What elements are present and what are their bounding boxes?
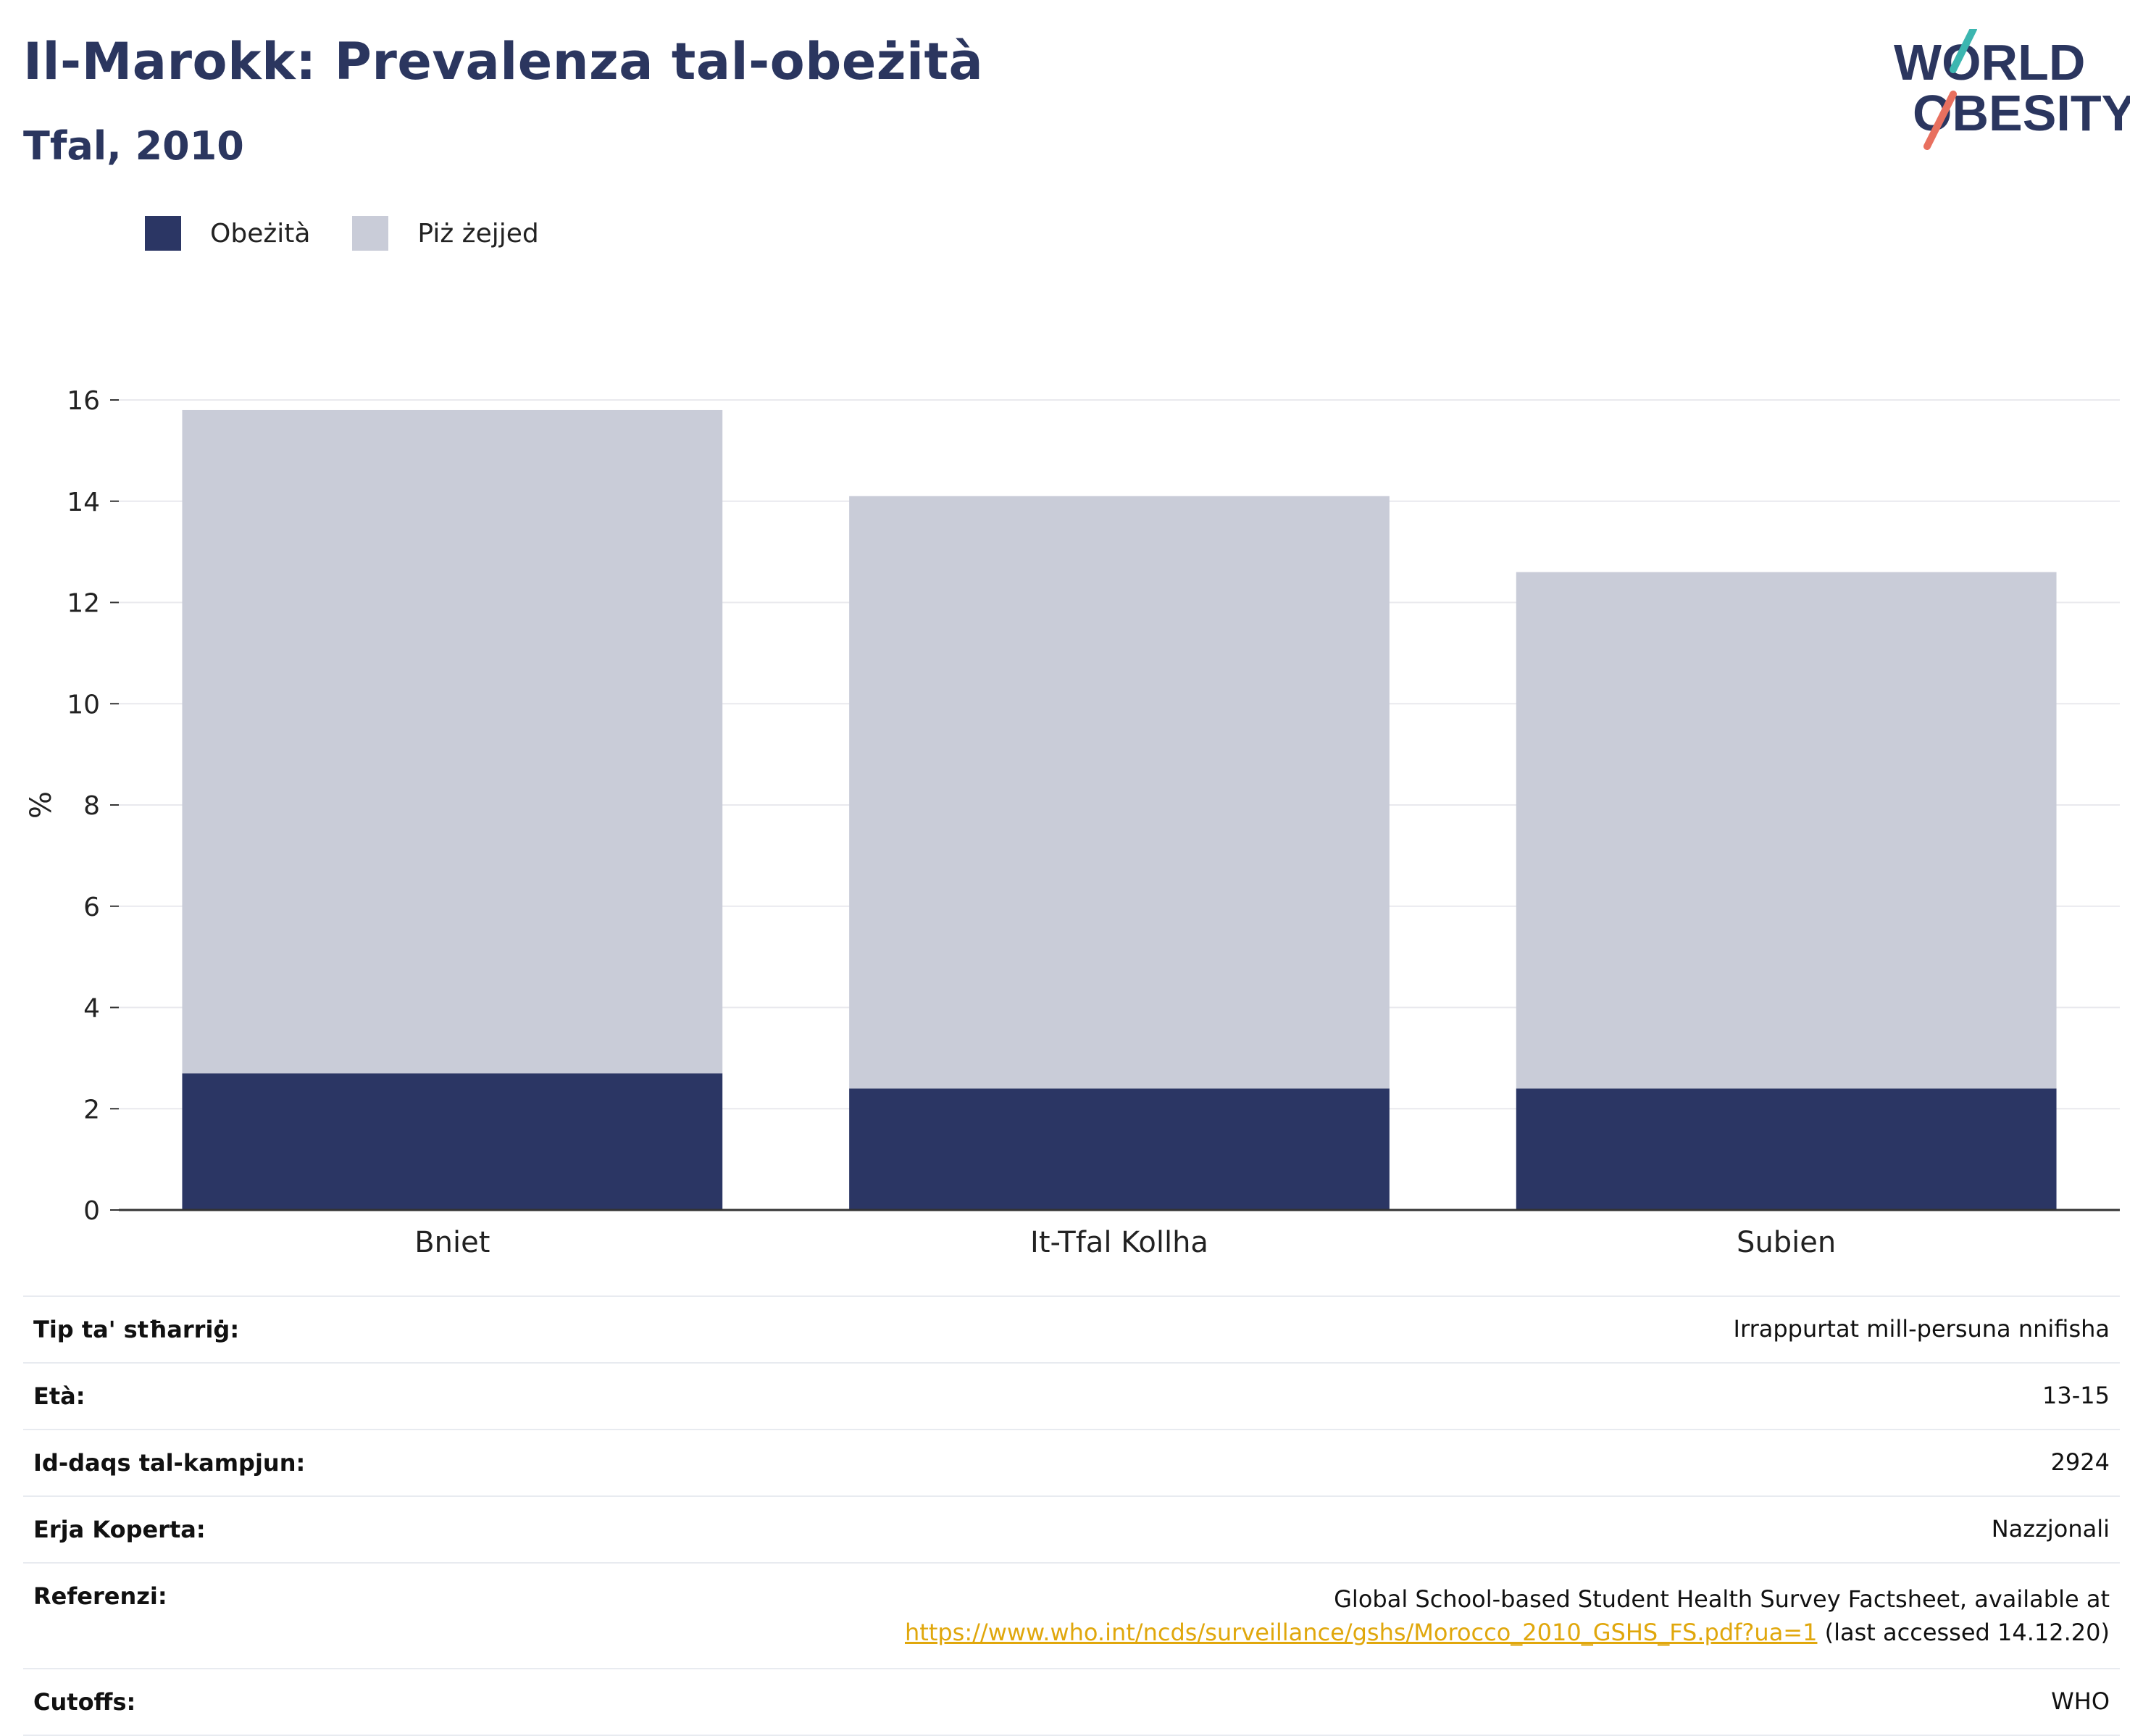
info-label: Referenzi:	[33, 1582, 167, 1610]
world-obesity-logo: WORLD OBESITY	[1894, 29, 2130, 150]
reference-suffix: (last accessed 14.12.20)	[1817, 1619, 2110, 1646]
reference-link[interactable]: https://www.who.int/ncds/surveillance/gs…	[904, 1619, 1818, 1646]
legend-label-overweight: Piż żejjed	[417, 218, 539, 249]
info-row-age: Età: 13-15	[23, 1362, 2120, 1429]
logo-slash-teal	[1950, 29, 1977, 73]
legend-swatch-overweight	[352, 216, 389, 251]
info-label: Tip ta' stħarriġ:	[33, 1316, 240, 1343]
info-label: Cutoffs:	[33, 1688, 136, 1716]
info-label: Età:	[33, 1382, 85, 1410]
info-value: Nazzjonali	[1991, 1515, 2110, 1543]
stacked-bar-chart: 0 2 4 6 8 10 12 14 16% Bniet It-Tfal Kollha Subien	[25, 386, 2120, 1259]
bar-obesity	[182, 1073, 723, 1210]
bar-overweight	[182, 409, 723, 1074]
info-label: Id-daqs tal-kampjun:	[33, 1449, 306, 1477]
info-value: 13-15	[2042, 1382, 2110, 1409]
info-label: Erja Koperta:	[33, 1516, 206, 1543]
y-tick-label: 16	[67, 386, 100, 416]
bar-overweight	[1516, 572, 2057, 1089]
legend-item-obesity[interactable]: Obeżità	[145, 216, 310, 251]
x-tick-label: Bniet	[414, 1226, 490, 1259]
legend-swatch-obesity	[145, 216, 181, 251]
survey-info-table: Tip ta' stħarriġ: Irrappurtat mill-persu…	[23, 1295, 2120, 1736]
legend-label-obesity: Obeżità	[210, 218, 311, 249]
x-tick-label: Subien	[1737, 1226, 1836, 1259]
info-row-area-covered: Erja Koperta: Nazzjonali	[23, 1495, 2120, 1562]
legend-item-overweight[interactable]: Piż żejjed	[352, 216, 539, 251]
info-value: WHO	[2051, 1687, 2110, 1715]
info-row-references: Referenzi: Global School-based Student H…	[23, 1562, 2120, 1668]
y-tick-label: 12	[67, 589, 100, 619]
y-tick-label: 8	[83, 791, 100, 821]
x-tick-label: It-Tfal Kollha	[1030, 1226, 1208, 1259]
y-tick-label: 2	[83, 1095, 100, 1124]
y-tick-label: 10	[67, 690, 100, 719]
info-value: 2924	[2050, 1448, 2110, 1476]
info-value: Irrappurtat mill-persuna nnifisha	[1733, 1315, 2110, 1343]
bar-obesity	[1516, 1088, 2057, 1210]
y-tick-label: 14	[67, 488, 100, 517]
info-row-cutoffs: Cutoffs: WHO	[23, 1668, 2120, 1736]
bar-overweight	[849, 496, 1390, 1089]
reference-text: Global School-based Student Health Surve…	[1334, 1585, 2110, 1613]
logo-line2: OBESITY	[1913, 85, 2130, 141]
y-axis-label: %	[25, 791, 58, 819]
logo-line1: WORLD	[1894, 34, 2085, 91]
info-row-sample-size: Id-daqs tal-kampjun: 2924	[23, 1429, 2120, 1495]
y-tick-label: 0	[83, 1196, 100, 1226]
page-subtitle: Tfal, 2010	[23, 123, 244, 169]
bar-obesity	[849, 1088, 1390, 1210]
page-title: Il-Marokk: Prevalenza tal-obeżità	[23, 32, 984, 91]
info-row-survey-type: Tip ta' stħarriġ: Irrappurtat mill-persu…	[23, 1295, 2120, 1362]
y-tick-label: 6	[83, 893, 100, 922]
reference-value: Global School-based Student Health Surve…	[905, 1582, 2110, 1649]
logo-slash-coral	[1923, 91, 1957, 150]
chart-legend: Obeżità Piż żejjed	[145, 216, 581, 251]
y-tick-label: 4	[83, 994, 100, 1024]
